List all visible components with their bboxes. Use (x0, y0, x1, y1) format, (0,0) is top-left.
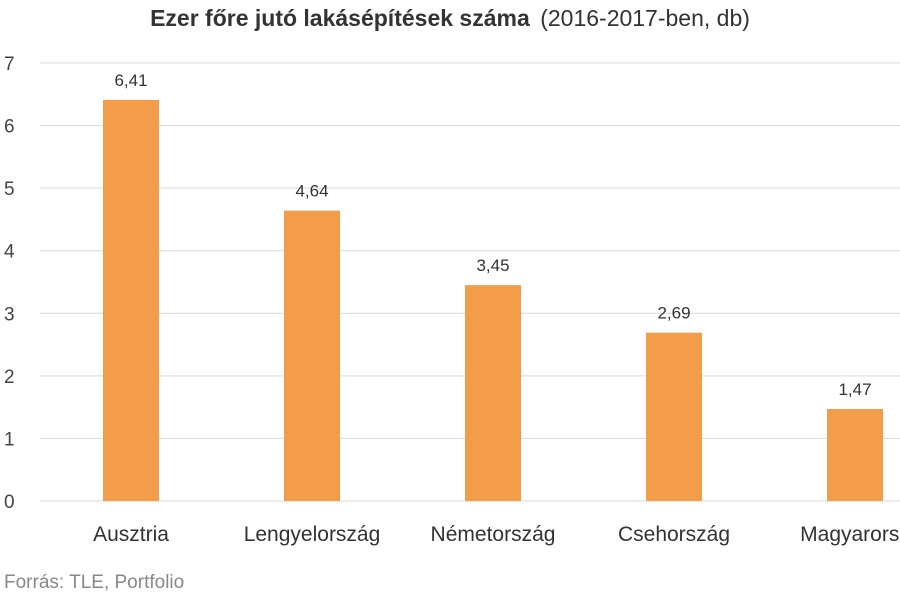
data-label: 2,69 (657, 304, 690, 323)
y-tick-label: 2 (4, 367, 15, 388)
x-axis-categories: Ausztria Lengyelország Németország Csehorsz… (93, 523, 900, 546)
bars (103, 99, 883, 501)
y-tick-label: 5 (4, 179, 15, 200)
category-label: Ausztria (93, 523, 169, 546)
y-tick-label: 3 (4, 304, 15, 325)
category-label: Németország (431, 523, 556, 546)
data-labels: 6,41 4,64 3,45 2,69 1,47 (114, 71, 871, 399)
y-tick-label: 4 (4, 242, 15, 263)
category-label: Magyarorsz (800, 523, 900, 546)
bar (284, 210, 340, 501)
data-label: 3,45 (476, 256, 509, 275)
bar (827, 409, 883, 501)
y-tick-label: 1 (4, 429, 15, 450)
chart-subtitle: (2016-2017-ben, db) (540, 5, 750, 31)
data-label: 1,47 (838, 380, 871, 399)
y-tick-label: 7 (4, 54, 15, 75)
bar (646, 332, 702, 501)
y-axis-ticks: 0 1 2 3 4 5 6 7 (4, 54, 15, 513)
source-note: Forrás: TLE, Portfolio (4, 572, 184, 593)
chart-title: Ezer főre jutó lakásépítések száma (150, 5, 530, 31)
y-tick-label: 0 (4, 492, 15, 513)
bar (103, 99, 159, 501)
chart-title-line: Ezer főre jutó lakásépítések száma (2016… (150, 5, 750, 31)
category-label: Csehország (618, 523, 730, 546)
data-label: 6,41 (114, 71, 147, 90)
bar (465, 285, 521, 501)
data-label: 4,64 (295, 182, 328, 201)
category-label: Lengyelország (244, 523, 381, 546)
y-tick-label: 6 (4, 117, 15, 138)
